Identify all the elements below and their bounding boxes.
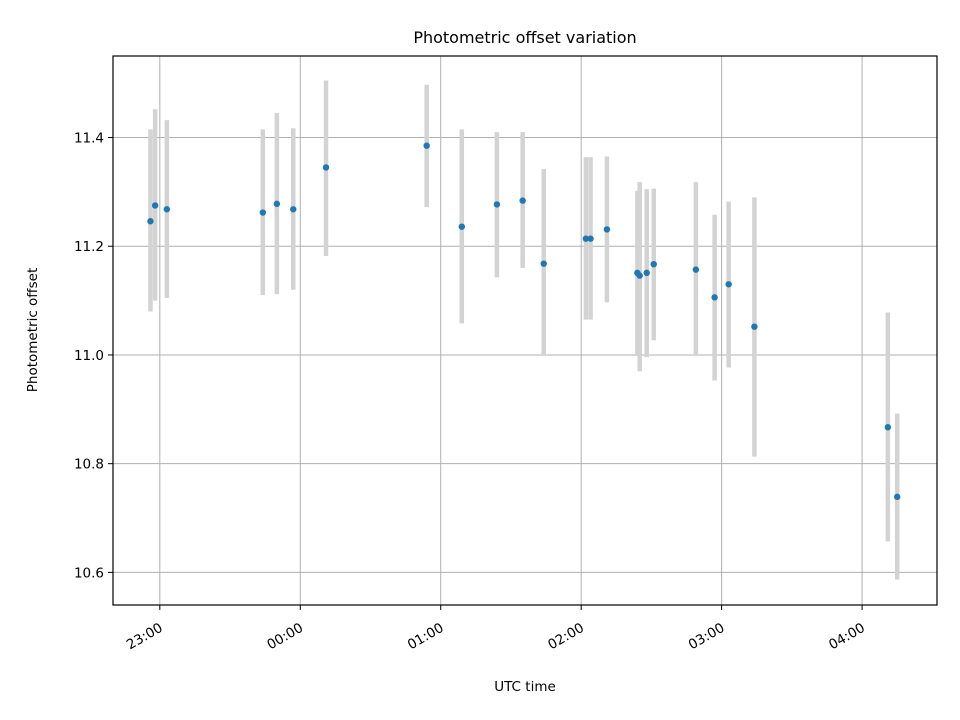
grid-lines (113, 56, 937, 605)
y-tick-label: 10.8 (74, 457, 104, 473)
data-point (643, 269, 650, 277)
data-point (322, 164, 330, 171)
data-point (147, 218, 154, 225)
data-point (151, 202, 159, 209)
plot-frame (112, 55, 938, 606)
data-point (423, 142, 430, 149)
data-point (894, 493, 901, 501)
data-point (884, 424, 892, 431)
data-point (711, 294, 718, 301)
data-point (458, 223, 465, 230)
y-tick-label: 10.6 (74, 565, 104, 581)
y-tick-label: 11.4 (74, 131, 104, 147)
y-axis-label: Photometric offset (25, 268, 41, 392)
data-point (290, 206, 297, 213)
data-point (587, 235, 594, 242)
data-point (273, 200, 281, 208)
y-axis-ticks: 10.6 10.8 11.0 11.2 11.4 (74, 131, 113, 581)
data-point (650, 260, 657, 268)
data-points (147, 142, 901, 501)
y-tick-label: 11.0 (74, 348, 104, 364)
data-point (636, 272, 643, 279)
data-point (603, 226, 611, 233)
x-axis-label: UTC time (494, 679, 556, 695)
y-tick-label: 11.2 (74, 239, 104, 255)
data-point (751, 323, 758, 330)
data-point (692, 266, 700, 273)
data-point (259, 209, 267, 216)
data-point (582, 235, 590, 242)
data-point (725, 281, 732, 288)
data-point (540, 260, 547, 267)
chart-title: Photometric offset variation (413, 28, 636, 47)
data-point (519, 197, 526, 204)
data-point (163, 206, 171, 213)
data-point (493, 201, 501, 208)
